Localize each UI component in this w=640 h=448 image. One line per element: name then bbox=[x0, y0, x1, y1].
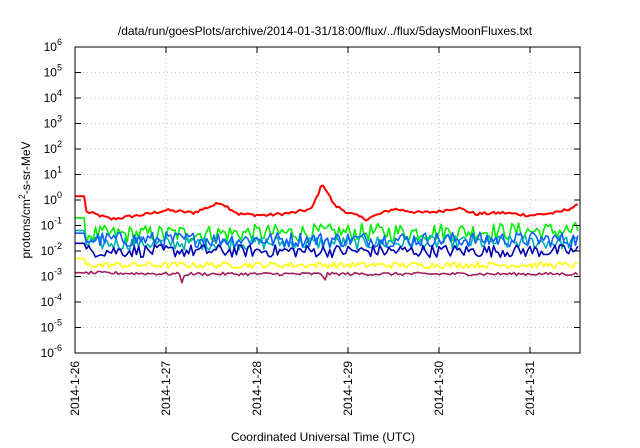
x-tick-label: 2014-1-27 bbox=[159, 361, 173, 416]
series-line bbox=[75, 242, 579, 259]
plot-frame bbox=[74, 46, 581, 354]
series-line bbox=[75, 270, 579, 284]
data-series bbox=[75, 184, 579, 284]
x-tick-label: 2014-1-29 bbox=[341, 361, 355, 416]
y-axis-label: protons/cm2-s-sr-MeV bbox=[17, 141, 33, 258]
y-tick-labels: 10-6 10-5 10-4 10-3 10-2 10-1 100 101 102 103 104 1… bbox=[41, 37, 62, 360]
x-axis-label: Coordinated Universal Time (UTC) bbox=[231, 430, 415, 444]
x-tick-label: 2014-1-31 bbox=[523, 361, 537, 416]
y-tick-label: 10-4 bbox=[41, 292, 62, 309]
series-line bbox=[75, 217, 579, 244]
y-tick-label: 102 bbox=[44, 139, 62, 156]
y-tick-label: 10-6 bbox=[41, 343, 62, 360]
y-tick-label: 10-5 bbox=[41, 318, 62, 335]
x-tick-label: 2014-1-26 bbox=[68, 361, 82, 416]
y-tick-label: 10-2 bbox=[41, 241, 62, 258]
y-tick-label: 10-3 bbox=[41, 267, 62, 284]
x-tick-label: 2014-1-30 bbox=[432, 361, 446, 416]
x-tick-labels: 2014-1-26 2014-1-27 2014-1-28 2014-1-29 2014… bbox=[68, 361, 537, 416]
y-label-sup: 2 bbox=[17, 194, 27, 199]
y-label-pre: protons/cm bbox=[19, 199, 33, 258]
series-line bbox=[75, 184, 579, 222]
y-tick-label: 100 bbox=[44, 190, 62, 207]
series-line bbox=[75, 257, 578, 269]
y-tick-label: 103 bbox=[44, 114, 62, 131]
y-tick-label: 106 bbox=[44, 37, 62, 54]
chart-title: /data/run/goesPlots/archive/2014-01-31/1… bbox=[118, 24, 533, 38]
y-tick-label: 105 bbox=[44, 63, 62, 80]
x-tick-label: 2014-1-28 bbox=[250, 361, 264, 416]
series-line bbox=[75, 231, 579, 248]
y-tick-label: 104 bbox=[44, 88, 62, 105]
y-label-post: -s-sr-MeV bbox=[19, 141, 33, 194]
grid bbox=[75, 47, 580, 353]
y-tick-label: 101 bbox=[44, 165, 62, 182]
y-tick-label: 10-1 bbox=[41, 216, 62, 233]
